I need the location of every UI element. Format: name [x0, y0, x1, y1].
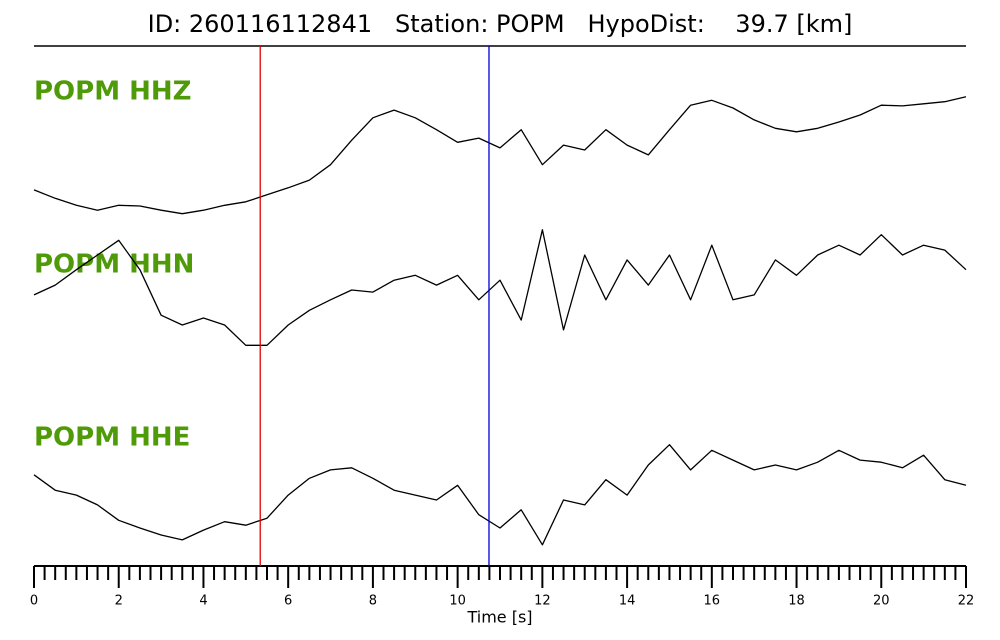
x-tick-label: 10 [449, 594, 466, 609]
x-tick-label: 6 [284, 594, 292, 609]
trace-label: POPM HHE [34, 423, 190, 453]
x-tick-label: 16 [704, 594, 721, 609]
waveform [33, 444, 967, 546]
trace-label: POPM HHZ [34, 77, 192, 107]
x-tick-label: 20 [873, 594, 890, 609]
x-tick-label: 4 [199, 594, 207, 609]
chart-title: ID: 260116112841 Station: POPM HypoDist:… [148, 10, 853, 38]
x-tick-label: 14 [619, 594, 636, 609]
waveform [33, 96, 967, 215]
x-axis-label: Time [s] [466, 608, 532, 627]
x-tick-label: 22 [958, 594, 975, 609]
x-tick-label: 8 [369, 594, 377, 609]
x-tick-label: 0 [30, 594, 38, 609]
x-tick-label: 2 [115, 594, 123, 609]
x-tick-label: 12 [534, 594, 551, 609]
trace-label: POPM HHN [34, 250, 194, 280]
x-tick-label: 18 [788, 594, 805, 609]
waveform [33, 229, 967, 346]
